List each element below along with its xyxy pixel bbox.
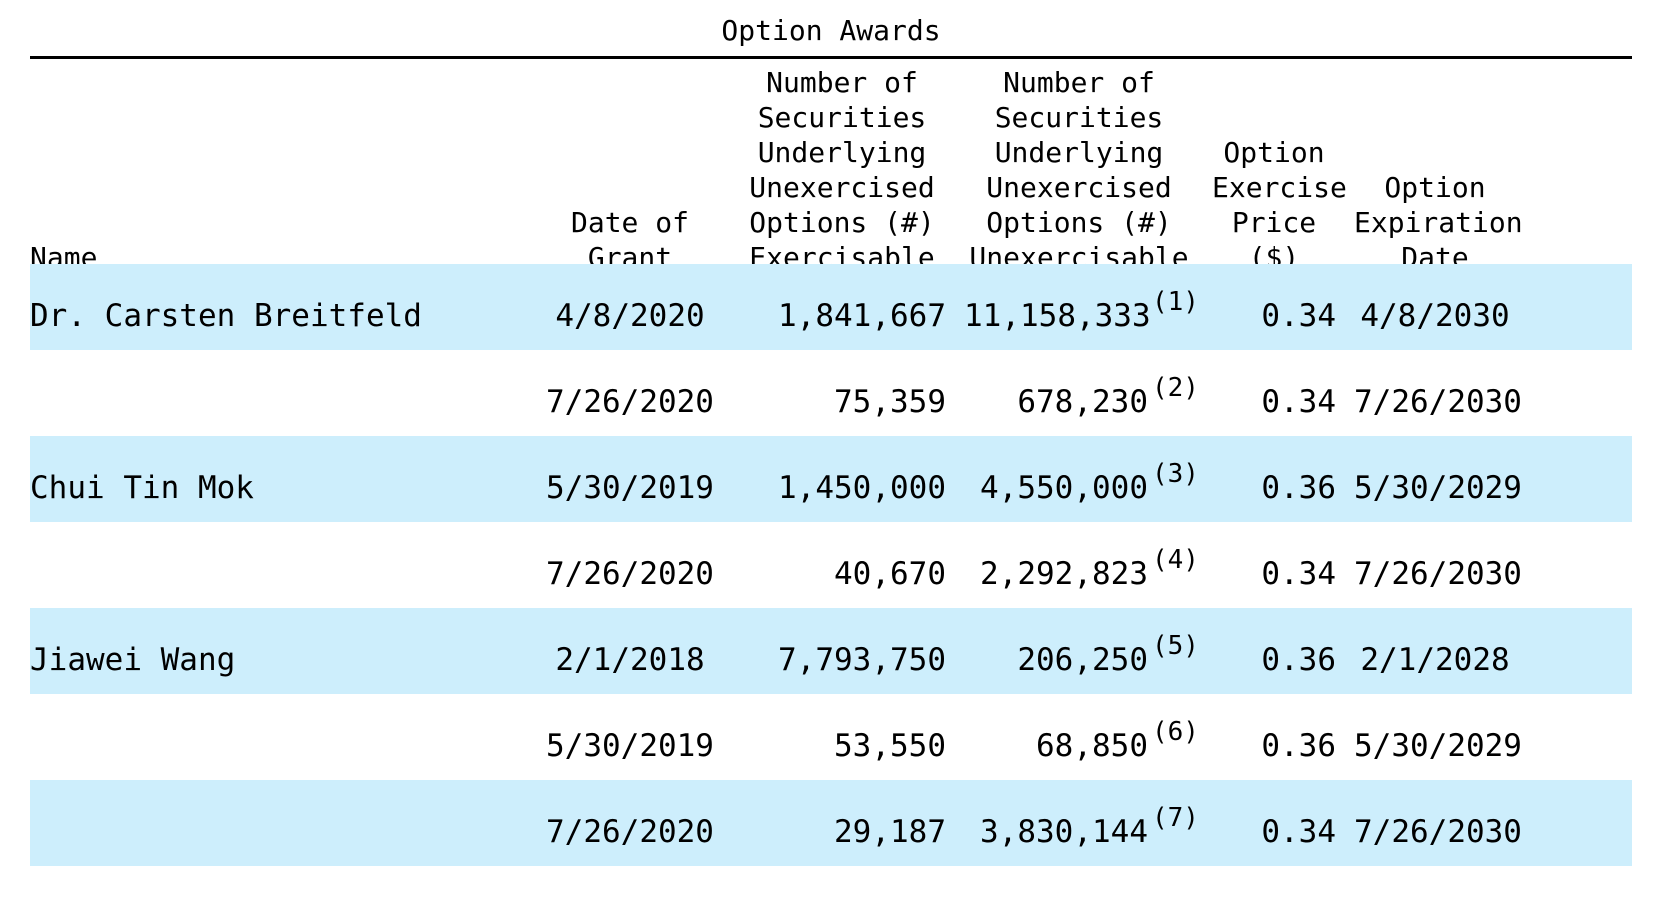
header-exercisable: Number of Securities Underlying Unexerci… bbox=[738, 60, 946, 284]
cell-date: 7/26/2020 bbox=[546, 814, 714, 850]
cell-expiration: 7/26/2030 bbox=[1354, 814, 1522, 850]
cell-expiration: 7/26/2030 bbox=[1354, 384, 1522, 420]
cell-name bbox=[30, 780, 520, 866]
cell-date: 7/26/2020 bbox=[546, 384, 714, 420]
cell-exercisable: 75,359 bbox=[834, 384, 946, 420]
cell-date: 2/1/2018 bbox=[555, 642, 705, 678]
table-row: Dr. Carsten Breitfeld 4/8/2020 1,841,667 11… bbox=[30, 264, 1632, 350]
cell-price: 0.34 bbox=[1261, 814, 1336, 850]
cell-date: 7/26/2020 bbox=[546, 556, 714, 592]
cell-expiration: 4/8/2030 bbox=[1360, 298, 1510, 334]
cell-expiration: 7/26/2030 bbox=[1354, 556, 1522, 592]
cell-expiration: 5/30/2029 bbox=[1354, 470, 1522, 506]
table-row: Jiawei Wang 2/1/2018 7,793,750 206,250 0.36 2… bbox=[30, 608, 1632, 694]
cell-unexercisable: 2,292,823 bbox=[980, 556, 1148, 592]
footnote-marker: (4) bbox=[1152, 545, 1199, 575]
footnote-marker: (2) bbox=[1152, 373, 1199, 403]
cell-exercisable: 1,450,000 bbox=[778, 470, 946, 506]
cell-name bbox=[30, 694, 520, 780]
caption-option-awards: Option Awards bbox=[721, 14, 941, 47]
cell-name bbox=[30, 350, 520, 436]
cell-unexercisable: 3,830,144 bbox=[980, 814, 1148, 850]
table-row: 7/26/2020 29,187 3,830,144 0.34 7/26/2030 (7) bbox=[30, 780, 1632, 866]
header-exercise-price: Option Exercise Price ($) bbox=[1212, 60, 1347, 284]
cell-date: 4/8/2020 bbox=[555, 298, 705, 334]
cell-exercisable: 7,793,750 bbox=[778, 642, 946, 678]
cell-exercisable: 1,841,667 bbox=[778, 298, 946, 334]
cell-price: 0.34 bbox=[1261, 298, 1336, 334]
cell-exercisable: 40,670 bbox=[834, 556, 946, 592]
footnote-marker: (7) bbox=[1152, 803, 1199, 833]
cell-name: Jiawei Wang bbox=[30, 642, 236, 678]
cell-price: 0.34 bbox=[1261, 384, 1336, 420]
top-rule bbox=[30, 56, 1632, 59]
cell-price: 0.36 bbox=[1261, 642, 1336, 678]
cell-exercisable: 29,187 bbox=[834, 814, 946, 850]
cell-expiration: 2/1/2028 bbox=[1360, 642, 1510, 678]
cell-expiration: 5/30/2029 bbox=[1354, 728, 1522, 764]
header-unexercisable: Number of Securities Underlying Unexerci… bbox=[964, 60, 1194, 284]
footnote-marker: (1) bbox=[1152, 287, 1199, 317]
cell-unexercisable: 68,850 bbox=[1036, 728, 1148, 764]
cell-name: Chui Tin Mok bbox=[30, 470, 254, 506]
header-expiration-date: Option Expiration Date bbox=[1354, 60, 1523, 284]
cell-name: Dr. Carsten Breitfeld bbox=[30, 298, 422, 334]
cell-price: 0.36 bbox=[1261, 728, 1336, 764]
table-row: Chui Tin Mok 5/30/2019 1,450,000 4,550,000 0… bbox=[30, 436, 1632, 522]
cell-name bbox=[30, 522, 520, 608]
cell-date: 5/30/2019 bbox=[546, 470, 714, 506]
cell-price: 0.34 bbox=[1261, 556, 1336, 592]
cell-unexercisable: 206,250 bbox=[1017, 642, 1148, 678]
cell-unexercisable: 678,230 bbox=[1017, 384, 1148, 420]
header-name: Name bbox=[30, 60, 522, 284]
table-row: 7/26/2020 40,670 2,292,823 0.34 7/26/2030 (4) bbox=[30, 522, 1632, 608]
footnote-marker: (6) bbox=[1152, 717, 1199, 747]
cell-unexercisable: 4,550,000 bbox=[980, 470, 1148, 506]
header-date-of-grant: Date of Grant bbox=[540, 60, 720, 284]
footnote-marker: (5) bbox=[1152, 631, 1199, 661]
cell-exercisable: 53,550 bbox=[834, 728, 946, 764]
cell-price: 0.36 bbox=[1261, 470, 1336, 506]
footnote-marker: (3) bbox=[1152, 459, 1199, 489]
cell-date: 5/30/2019 bbox=[546, 728, 714, 764]
table-row: 7/26/2020 75,359 678,230 0.34 7/26/2030 (2) bbox=[30, 350, 1632, 436]
table-row: 5/30/2019 53,550 68,850 0.36 5/30/2029 (6) bbox=[30, 694, 1632, 780]
cell-unexercisable: 11,158,333 bbox=[964, 298, 1151, 334]
